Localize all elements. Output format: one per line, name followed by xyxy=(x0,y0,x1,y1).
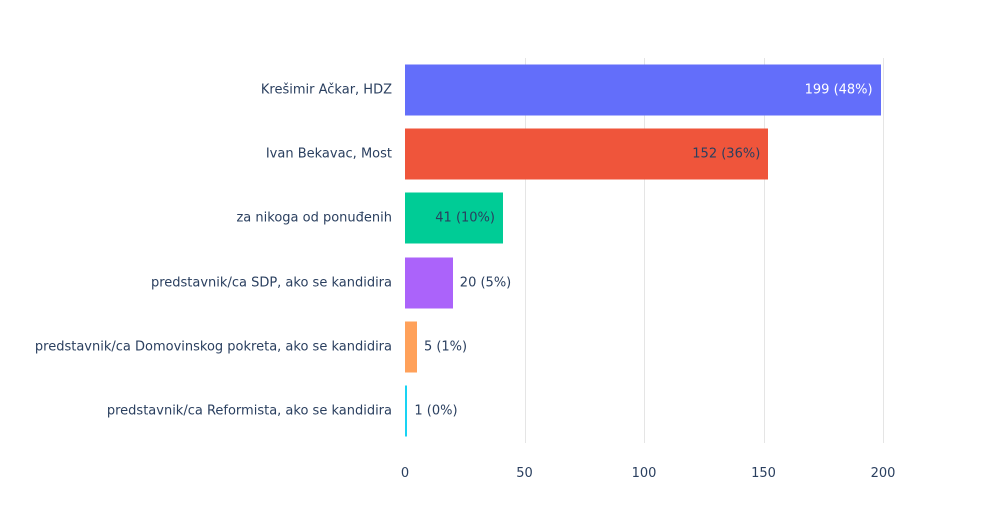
value-label: 152 (36%) xyxy=(692,146,761,162)
x-tick-label: 150 xyxy=(751,466,776,481)
bar[interactable] xyxy=(405,128,769,180)
bar[interactable] xyxy=(405,385,408,437)
category-label: Ivan Bekavac, Most xyxy=(265,146,392,162)
gridline xyxy=(644,58,645,443)
bar[interactable] xyxy=(405,321,417,373)
bar[interactable] xyxy=(405,192,503,244)
x-tick-label: 0 xyxy=(400,466,410,481)
category-label: predstavnik/ca SDP, ako se kandidira xyxy=(150,275,392,291)
value-label: 20 (5%) xyxy=(459,275,512,291)
x-tick-label: 100 xyxy=(631,466,657,481)
value-label: 41 (10%) xyxy=(435,210,495,226)
bar[interactable] xyxy=(405,257,453,309)
category-label: predstavnik/ca Reformista, ako se kandid… xyxy=(106,403,392,419)
value-label: 1 (0%) xyxy=(414,403,458,419)
value-label: 199 (48%) xyxy=(804,82,873,98)
bar[interactable] xyxy=(405,64,881,116)
gridline xyxy=(524,58,526,443)
category-label: predstavnik/ca Domovinskog pokreta, ako … xyxy=(34,339,392,355)
category-label: za nikoga od ponuđenih xyxy=(236,210,392,226)
gridline xyxy=(883,58,884,443)
category-label: Krešimir Ačkar, HDZ xyxy=(260,82,392,98)
x-tick-label: 50 xyxy=(516,466,533,481)
gridline xyxy=(763,58,765,443)
value-label: 5 (1%) xyxy=(423,339,468,355)
x-tick-label: 200 xyxy=(870,466,896,481)
